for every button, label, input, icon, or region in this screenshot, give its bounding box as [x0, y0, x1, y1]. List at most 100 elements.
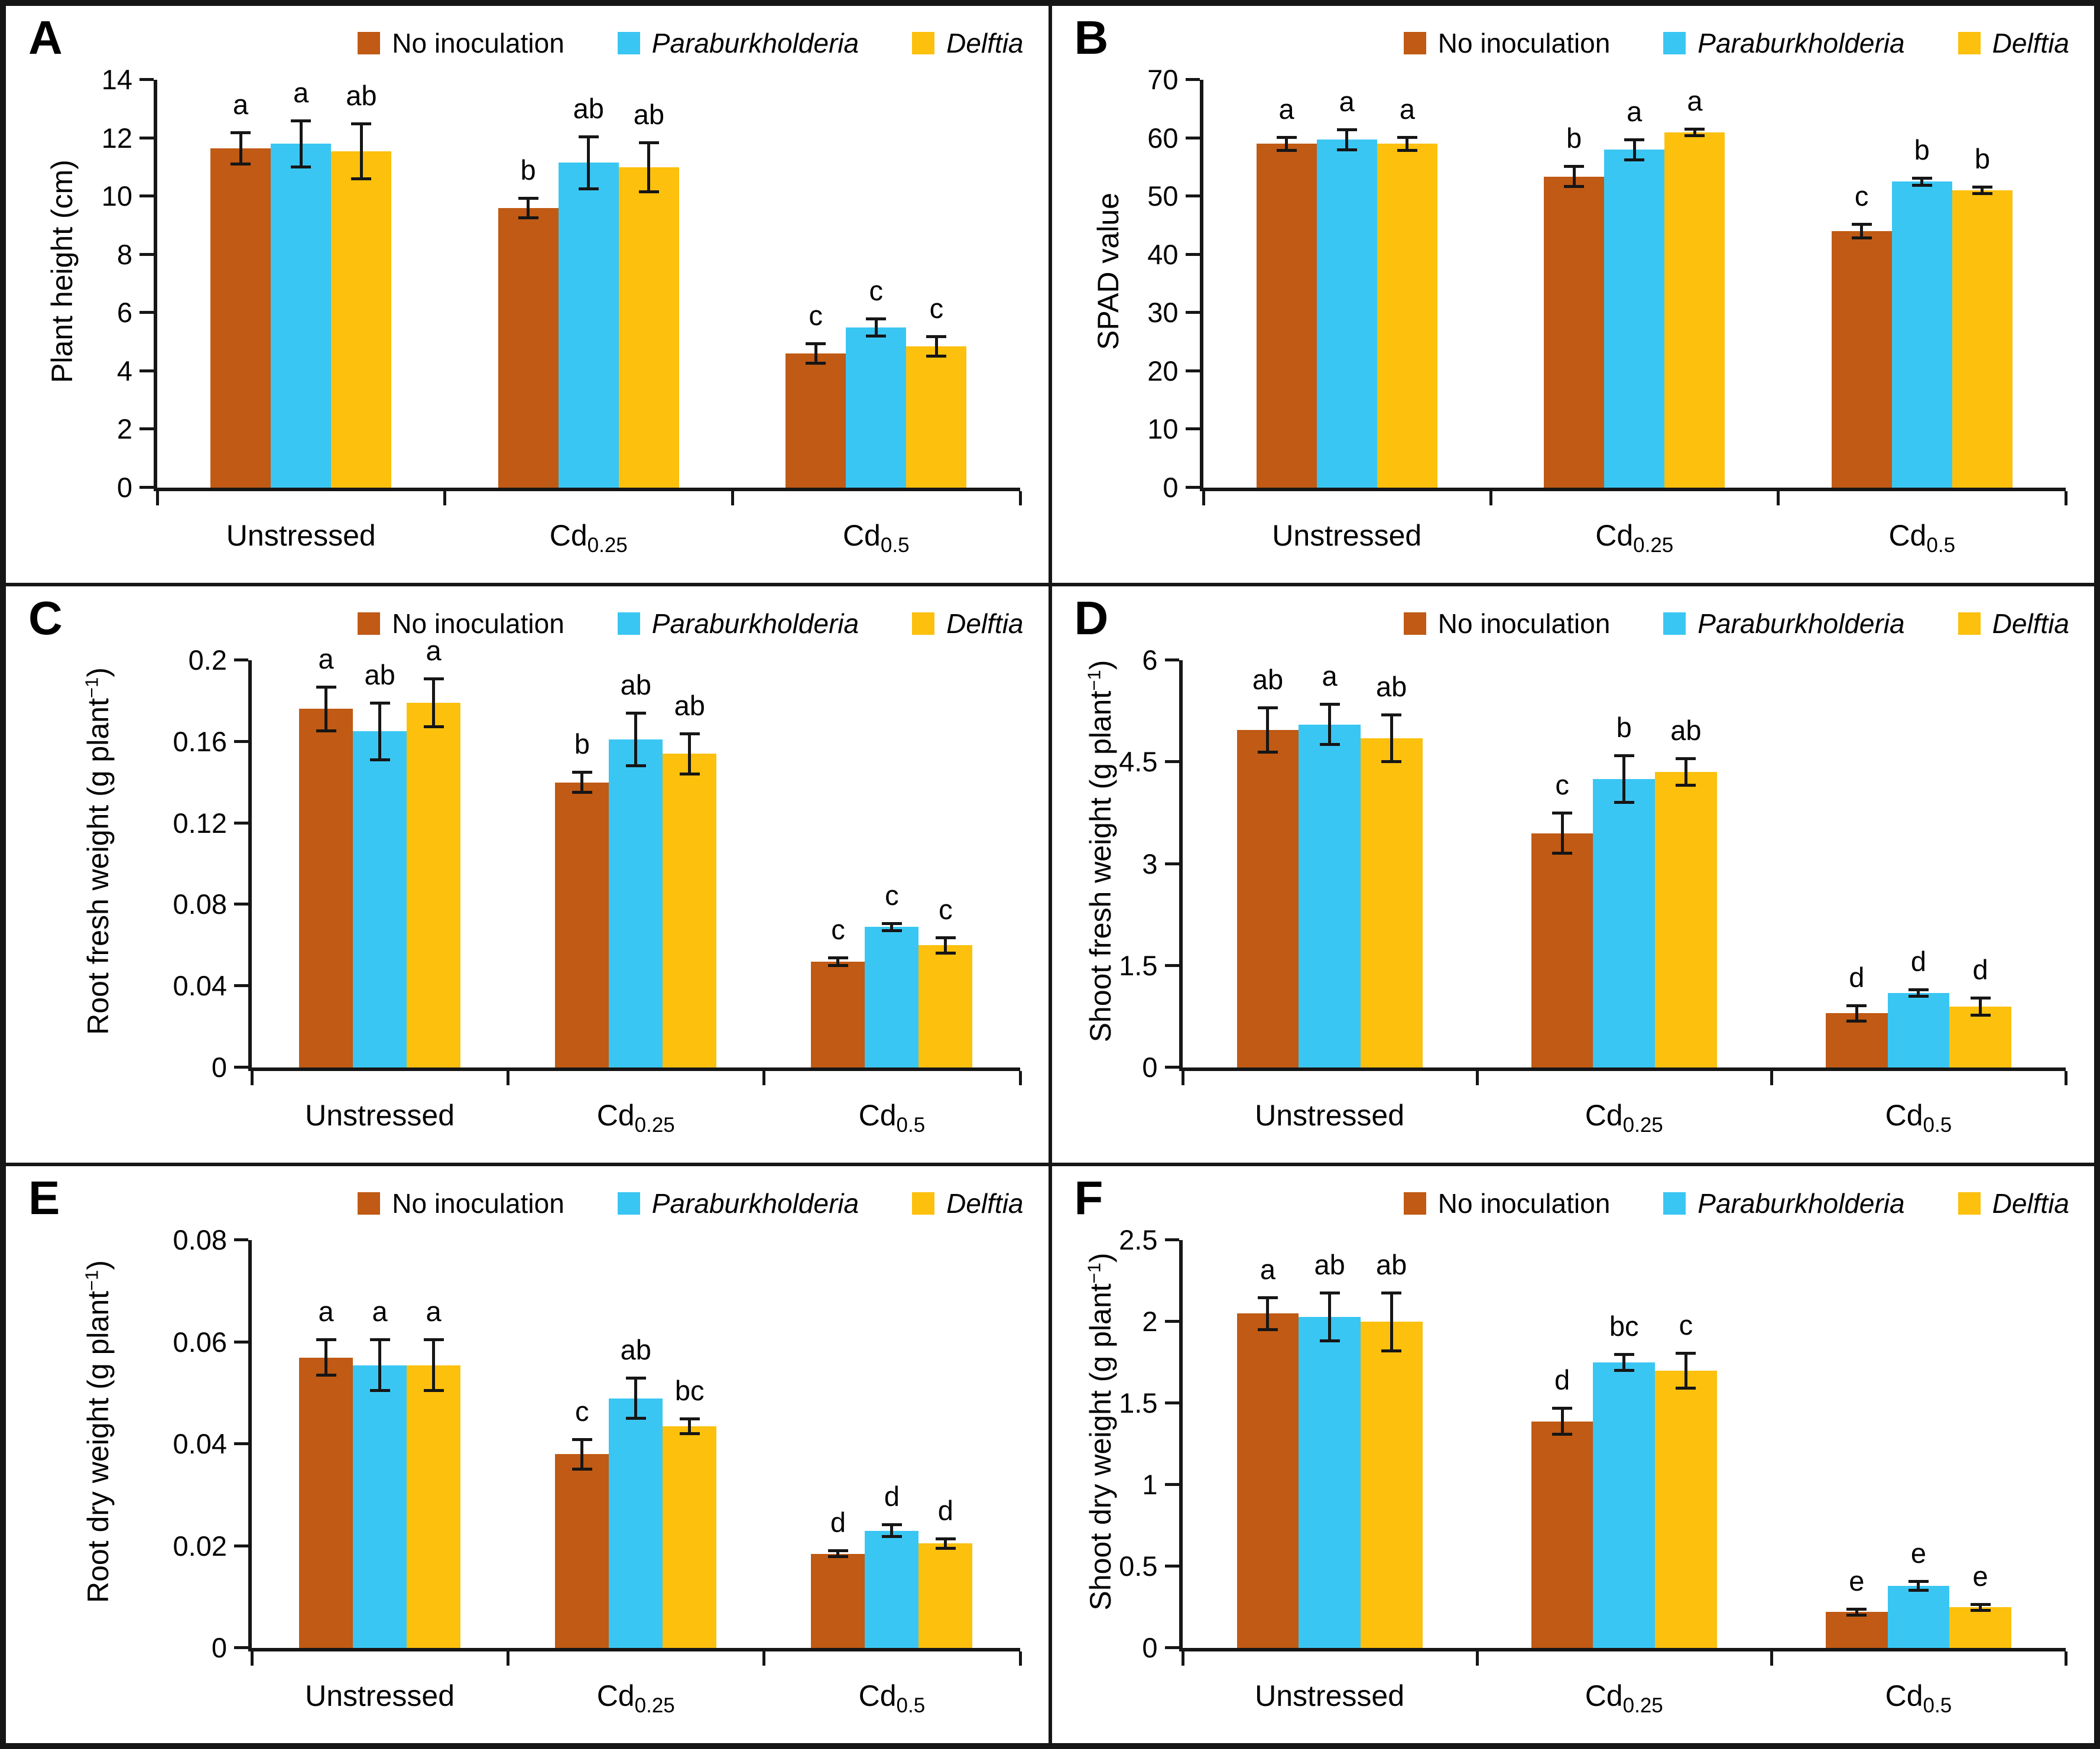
- significance-letter: a: [1399, 93, 1415, 125]
- legend-label: Delftia: [1992, 608, 2069, 639]
- legend-item: Delftia: [912, 1187, 1024, 1219]
- x-category-subscript: 0.25: [1633, 533, 1674, 557]
- x-tick: [1181, 1071, 1184, 1086]
- significance-letter: d: [830, 1507, 846, 1539]
- y-axis-title: Root dry weight (g plant−1): [81, 1260, 115, 1603]
- bar-paraburkholderia: [1316, 139, 1377, 488]
- significance-letter: b: [574, 728, 590, 760]
- y-tick-label: 1: [1142, 1469, 1158, 1501]
- legend-item: Paraburkholderia: [1663, 1187, 1905, 1219]
- error-bar-cap-top: [369, 702, 390, 705]
- error-bar: [1572, 166, 1576, 187]
- legend-label: Paraburkholderia: [651, 28, 859, 59]
- x-category-label: Unstressed: [1183, 1098, 1477, 1137]
- x-category-label: Unstressed: [252, 1098, 508, 1137]
- plot-area: 0 2 4 6 8 10 12 14 Unstressed Cd0.25 Cd0.5 a b c a ab c a…: [102, 65, 1022, 557]
- y-tick-label: 0.04: [173, 970, 227, 1002]
- y-tick-label: 6: [116, 297, 132, 329]
- error-bar-cap-top: [1676, 757, 1696, 761]
- bar-no-inoculation: [811, 1553, 865, 1648]
- legend-label: No inoculation: [392, 608, 564, 639]
- error-bar-cap-top: [518, 196, 538, 200]
- error-bar: [688, 1419, 692, 1434]
- error-bar-cap-bottom: [1970, 1013, 1991, 1017]
- y-tick: [1185, 78, 1200, 81]
- legend-swatch-icon: [1403, 1192, 1426, 1215]
- error-bar: [324, 1339, 328, 1375]
- x-category-subscript: 0.25: [1622, 1114, 1663, 1137]
- legend-item: No inoculation: [358, 1187, 564, 1219]
- y-tick-label: 1.5: [1119, 1387, 1158, 1419]
- y-axis-title-superscript: −1: [1083, 1263, 1104, 1284]
- legend-swatch-icon: [617, 32, 640, 54]
- error-bar: [1920, 177, 1924, 186]
- bar-delftia: [1664, 132, 1725, 488]
- y-tick-label: 4.5: [1119, 746, 1158, 778]
- bar-paraburkholderia: [1887, 992, 1950, 1068]
- x-category-text: Cd: [596, 1099, 635, 1133]
- error-bar-cap-top: [935, 936, 956, 939]
- y-tick-label: 0.06: [173, 1326, 227, 1358]
- error-bar-cap-bottom: [369, 1388, 390, 1392]
- error-bar-cap-bottom: [1676, 1387, 1696, 1390]
- x-tick: [1018, 1651, 1022, 1666]
- error-bar-cap-top: [1970, 1602, 1991, 1606]
- error-bar: [1917, 1581, 1920, 1591]
- legend-swatch-icon: [617, 1192, 640, 1215]
- legend-label: Delftia: [1992, 28, 2069, 59]
- x-category-subscript: 0.5: [1926, 533, 1956, 557]
- error-bar-cap-bottom: [881, 929, 902, 933]
- bar-delftia: [1360, 1322, 1423, 1648]
- legend-item: No inoculation: [1403, 27, 1611, 59]
- significance-letter: a: [426, 634, 442, 666]
- y-tick: [234, 1340, 248, 1344]
- y-tick: [139, 252, 154, 256]
- bar-no-inoculation: [210, 148, 271, 488]
- error-bar-cap-bottom: [1381, 760, 1402, 764]
- panel-letter: C: [28, 591, 63, 644]
- significance-letter: ab: [620, 669, 651, 701]
- legend-label: No inoculation: [1437, 28, 1611, 59]
- error-bar-cap-top: [1676, 1351, 1696, 1355]
- error-bar-cap-top: [1257, 706, 1278, 710]
- error-bar-cap-top: [638, 141, 659, 144]
- bar-delftia: [663, 1426, 717, 1648]
- significance-letter: c: [869, 274, 884, 306]
- bar-paraburkholderia: [1593, 778, 1656, 1068]
- x-category-label: Cd0.25: [508, 1098, 764, 1137]
- y-tick: [1185, 136, 1200, 139]
- y-tick-label: 30: [1147, 297, 1179, 329]
- x-category-subscript: 0.25: [1622, 1694, 1663, 1717]
- x-category-subscript: 0.5: [880, 533, 910, 557]
- legend-label: No inoculation: [1437, 1188, 1611, 1219]
- error-bar: [299, 120, 303, 167]
- y-tick-label: 0.2: [188, 644, 227, 676]
- y-tick-label: 0: [1163, 471, 1179, 503]
- error-bar: [814, 343, 817, 364]
- error-bar-cap-top: [827, 1549, 848, 1553]
- bar-delftia: [1952, 190, 2013, 488]
- y-tick: [1164, 1646, 1179, 1649]
- x-category-subscript: 0.5: [896, 1114, 926, 1137]
- error-bar-cap-top: [369, 1338, 390, 1342]
- bar-no-inoculation: [1236, 1313, 1299, 1648]
- y-tick: [139, 427, 154, 431]
- error-bar: [647, 142, 651, 192]
- significance-letter: c: [1854, 180, 1869, 212]
- y-tick: [234, 903, 248, 906]
- y-tick-label: 3: [1142, 848, 1158, 880]
- legend: No inoculation Paraburkholderia Delftia: [358, 1187, 1024, 1219]
- error-bar: [432, 1339, 436, 1391]
- error-bar-cap-bottom: [1908, 994, 1929, 998]
- y-axis-title: Plant height (cm): [45, 160, 79, 383]
- legend: No inoculation Paraburkholderia Delftia: [358, 608, 1024, 640]
- error-bar-cap-top: [1684, 127, 1705, 131]
- y-tick: [234, 1646, 248, 1649]
- error-bar: [1917, 989, 1920, 997]
- x-category-label: Unstressed: [157, 518, 444, 557]
- y-tick-label: 0: [211, 1632, 227, 1663]
- x-tick: [251, 1071, 254, 1086]
- error-bar: [1266, 708, 1270, 752]
- error-bar-cap-top: [351, 122, 372, 125]
- error-bar-cap-top: [1846, 1004, 1867, 1007]
